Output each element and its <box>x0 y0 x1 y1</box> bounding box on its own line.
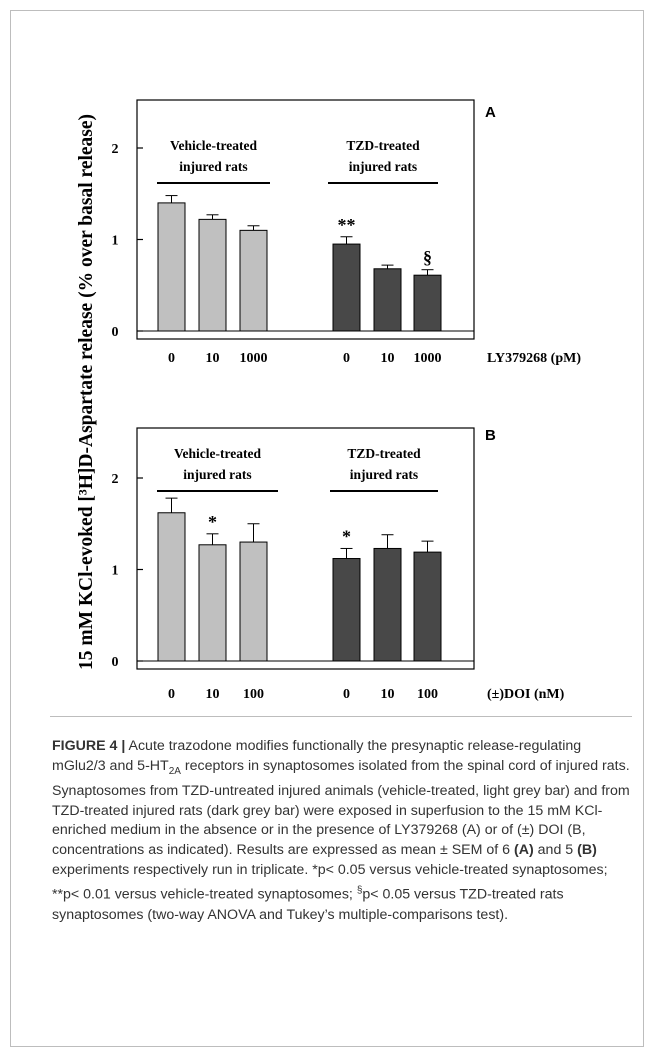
panel-b-annotation: * <box>208 512 217 532</box>
caption-label: FIGURE 4 | <box>52 738 126 754</box>
panel-b-group-title: Vehicle-treated <box>174 446 261 461</box>
panel-b-ytick-label: 2 <box>112 472 119 487</box>
panel-b-bar <box>239 541 268 662</box>
caption-bold-b: (B) <box>577 842 597 859</box>
panel-a-bar <box>239 229 268 332</box>
panel-a-group-title: TZD-treated <box>346 138 420 153</box>
panel-b-bar <box>198 544 227 662</box>
caption-text-5: p< 0.05 versus TZD-treated rats synaptos… <box>52 886 564 923</box>
caption-text-3: and 5 <box>533 842 578 859</box>
panel-a-letter: A <box>485 104 496 121</box>
caption-divider <box>50 716 632 717</box>
panel-b-xtick-label: 10 <box>381 687 395 702</box>
panel-a-xtick-label: 0 <box>168 351 175 366</box>
panel-a-bar <box>332 243 361 332</box>
figure-chart: 15 mM KCl-evoked [³H]D-Aspartate release… <box>76 99 581 702</box>
caption-bold-a: (A) <box>514 842 534 859</box>
panel-b-xtick-label: 10 <box>206 687 220 702</box>
figure-frame <box>10 10 644 1047</box>
panel-a-bar <box>198 218 227 332</box>
caption-text-1: Acute trazodone modifies functionally th… <box>52 738 582 774</box>
panel-b-xtick-label: 0 <box>168 687 175 702</box>
panel-b-xtick-label: 100 <box>243 687 264 702</box>
panel-a-group-title: injured rats <box>349 159 417 174</box>
caption-sup-section: § <box>356 885 363 897</box>
panel-a-xtick-label: 10 <box>381 351 395 366</box>
panel-a-xtick-label: 0 <box>343 351 350 366</box>
caption-text-4: experiments respectively run in triplica… <box>52 862 608 903</box>
panel-a-xtick-label: 1000 <box>240 351 268 366</box>
panel-a-x-axis-label: LY379268 (pM) <box>487 351 581 366</box>
panel-b-xtick-label: 100 <box>417 687 438 702</box>
caption-sub-2a: 2A <box>168 765 181 777</box>
panel-a-annotation: § <box>423 248 432 268</box>
panel-b-letter: B <box>485 427 496 444</box>
panel-b-bar <box>373 547 402 662</box>
y-axis-label: 15 mM KCl-evoked [³H]D-Aspartate release… <box>76 114 97 670</box>
panel-b-bar <box>157 512 186 662</box>
panel-b-x-axis-label: (±)DOI (nM) <box>487 687 565 702</box>
panel-b-group-title: injured rats <box>350 467 418 482</box>
panel-a-ytick-label: 2 <box>112 142 119 157</box>
panel-a-group-title: Vehicle-treated <box>170 138 257 153</box>
panel-b-bar <box>332 558 361 662</box>
panel-a-ytick-label: 1 <box>112 234 119 249</box>
panel-b-plot-frame <box>136 427 475 670</box>
panel-b-bar <box>413 551 442 662</box>
panel-b-ytick-label: 0 <box>112 655 119 670</box>
panel-a-plot-frame <box>136 99 475 340</box>
panel-b-group-title: TZD-treated <box>347 446 421 461</box>
panel-a-xtick-label: 10 <box>206 351 220 366</box>
panel-b-annotation: * <box>342 526 351 546</box>
panel-a-bar <box>157 202 186 332</box>
panel-b-xtick-label: 0 <box>343 687 350 702</box>
panel-a-bar <box>373 268 402 332</box>
panel-a-ytick-label: 0 <box>112 325 119 340</box>
panel-b-ytick-label: 1 <box>112 564 119 579</box>
panel-b-group-title: injured rats <box>183 467 251 482</box>
panel-a-annotation: ** <box>338 215 356 235</box>
panel-a-group-title: injured rats <box>179 159 247 174</box>
caption-text-2: receptors in synaptosomes isolated from … <box>52 757 630 859</box>
panel-a-xtick-label: 1000 <box>414 351 442 366</box>
figure-caption: FIGURE 4 | Acute trazodone modifies func… <box>52 737 630 926</box>
panel-a-bar <box>413 274 442 332</box>
